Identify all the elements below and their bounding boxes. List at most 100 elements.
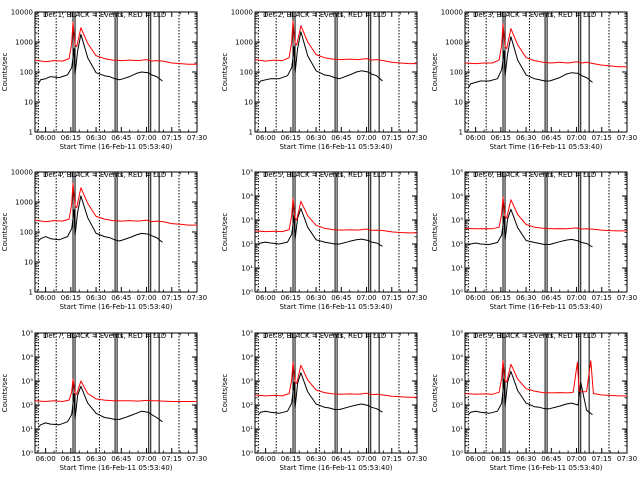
- y-tick-label: 1: [29, 289, 33, 297]
- y-axis-label: Counts/sec: [431, 374, 439, 413]
- plot-frame: [464, 171, 628, 293]
- y-tick-label: 10²: [241, 402, 253, 410]
- x-tick-label: 06:00: [466, 455, 486, 463]
- y-tick-label: 10000: [441, 9, 463, 17]
- y-axis-label: Counts/sec: [221, 53, 229, 92]
- lld-series-line: [34, 378, 197, 402]
- chart-title: Det 3, BLACK = Events, RED = LLD: [473, 11, 596, 19]
- lld-series-line: [34, 21, 197, 65]
- events-series-line: [38, 195, 163, 243]
- y-tick-label: 10⁵: [241, 169, 253, 177]
- x-axis-label: Start Time (16-Feb-11 05:53:40): [279, 143, 392, 151]
- plot-frame: [254, 332, 418, 454]
- events-series-line: [37, 33, 163, 85]
- x-tick-label: 06:00: [256, 294, 276, 302]
- x-tick-label: 06:30: [516, 134, 536, 142]
- x-tick-label: 06:30: [516, 294, 536, 302]
- lld-series-line: [464, 196, 627, 232]
- x-tick-label: 07:15: [382, 294, 402, 302]
- y-tick-label: 10³: [451, 378, 463, 386]
- y-tick-label: 10²: [451, 241, 463, 249]
- y-tick-label: 10⁵: [21, 330, 33, 338]
- x-tick-label: 07:30: [187, 294, 207, 302]
- x-axis-label: Start Time (16-Feb-11 05:53:40): [279, 303, 392, 311]
- x-tick-label: 06:30: [306, 294, 326, 302]
- x-tick-label: 07:00: [356, 455, 376, 463]
- y-tick-label: 10³: [241, 378, 253, 386]
- chart-panel: Det 9, BLACK = Events, RED = LLD Counts/s…: [431, 330, 637, 473]
- chart-panel: Det 3, BLACK = Events, RED = LLD Counts/s…: [431, 9, 637, 152]
- x-tick-label: 06:15: [491, 455, 511, 463]
- x-tick-label: 07:15: [382, 134, 402, 142]
- x-tick-label: 06:30: [86, 455, 106, 463]
- x-tick-label: 06:30: [516, 455, 536, 463]
- chart-title: Det 5, BLACK = Events, RED = LLD: [263, 171, 386, 179]
- y-tick-label: 10000: [11, 169, 33, 177]
- chart-title: Det 4, BLACK = Events, RED = LLD: [43, 171, 166, 179]
- lld-series-line: [254, 20, 417, 65]
- y-tick-label: 100: [20, 229, 33, 237]
- events-series-line: [468, 370, 593, 416]
- y-tick-label: 1: [249, 129, 253, 137]
- x-tick-label: 07:30: [617, 294, 637, 302]
- y-tick-label: 1000: [15, 39, 33, 47]
- x-tick-label: 06:30: [86, 294, 106, 302]
- events-series-line: [258, 372, 383, 415]
- x-tick-label: 06:00: [36, 455, 56, 463]
- events-series-line: [38, 385, 163, 428]
- x-tick-label: 07:30: [617, 455, 637, 463]
- y-tick-label: 100: [20, 69, 33, 77]
- chart-title: Det 2, BLACK = Events, RED = LLD: [263, 11, 386, 19]
- plot-frame: [254, 11, 418, 133]
- x-axis-label: Start Time (16-Feb-11 05:53:40): [59, 143, 172, 151]
- y-tick-label: 10⁴: [21, 354, 33, 362]
- y-tick-label: 10000: [11, 9, 33, 17]
- events-series-line: [258, 208, 383, 247]
- y-axis-label: Counts/sec: [1, 213, 9, 252]
- y-tick-label: 10⁴: [241, 354, 253, 362]
- y-tick-label: 10³: [21, 378, 33, 386]
- plot-frame: [34, 332, 198, 454]
- lld-series-line: [254, 361, 417, 398]
- x-tick-label: 07:00: [356, 294, 376, 302]
- x-tick-label: 07:15: [382, 455, 402, 463]
- x-tick-label: 06:15: [281, 455, 301, 463]
- x-tick-label: 07:00: [136, 455, 156, 463]
- x-tick-label: 06:00: [466, 294, 486, 302]
- x-tick-label: 06:00: [256, 455, 276, 463]
- events-series-line: [468, 208, 593, 248]
- y-tick-label: 10²: [241, 241, 253, 249]
- chart-title: Det 1, BLACK = Events, RED = LLD: [43, 11, 166, 19]
- x-tick-label: 07:00: [566, 134, 586, 142]
- x-tick-label: 07:15: [592, 134, 612, 142]
- x-tick-label: 06:00: [466, 134, 486, 142]
- y-axis-label: Counts/sec: [1, 53, 9, 92]
- plot-frame: [464, 332, 628, 454]
- y-tick-label: 100: [240, 69, 253, 77]
- plot-frame: [34, 11, 198, 133]
- x-tick-label: 06:15: [281, 134, 301, 142]
- x-tick-label: 07:30: [187, 134, 207, 142]
- x-axis-label: Start Time (16-Feb-11 05:53:40): [279, 464, 392, 472]
- x-axis-label: Start Time (16-Feb-11 05:53:40): [59, 303, 172, 311]
- y-tick-label: 10³: [241, 217, 253, 225]
- x-tick-label: 06:15: [61, 455, 81, 463]
- x-tick-label: 06:45: [541, 294, 561, 302]
- y-tick-label: 10⁰: [451, 450, 463, 458]
- y-axis-label: Counts/sec: [1, 374, 9, 413]
- y-tick-label: 10⁵: [451, 330, 463, 338]
- x-tick-label: 07:00: [356, 134, 376, 142]
- x-tick-label: 06:45: [541, 134, 561, 142]
- lld-series-line: [464, 23, 627, 68]
- y-tick-label: 1: [29, 129, 33, 137]
- x-tick-label: 06:00: [36, 134, 56, 142]
- x-tick-label: 06:45: [541, 455, 561, 463]
- y-tick-label: 10¹: [241, 265, 253, 273]
- x-tick-label: 06:15: [61, 294, 81, 302]
- y-tick-label: 1: [459, 129, 463, 137]
- y-tick-label: 10: [24, 99, 33, 107]
- x-tick-label: 06:45: [111, 294, 131, 302]
- y-tick-label: 10⁰: [21, 450, 33, 458]
- y-tick-label: 10: [24, 259, 33, 267]
- y-axis-label: Counts/sec: [431, 213, 439, 252]
